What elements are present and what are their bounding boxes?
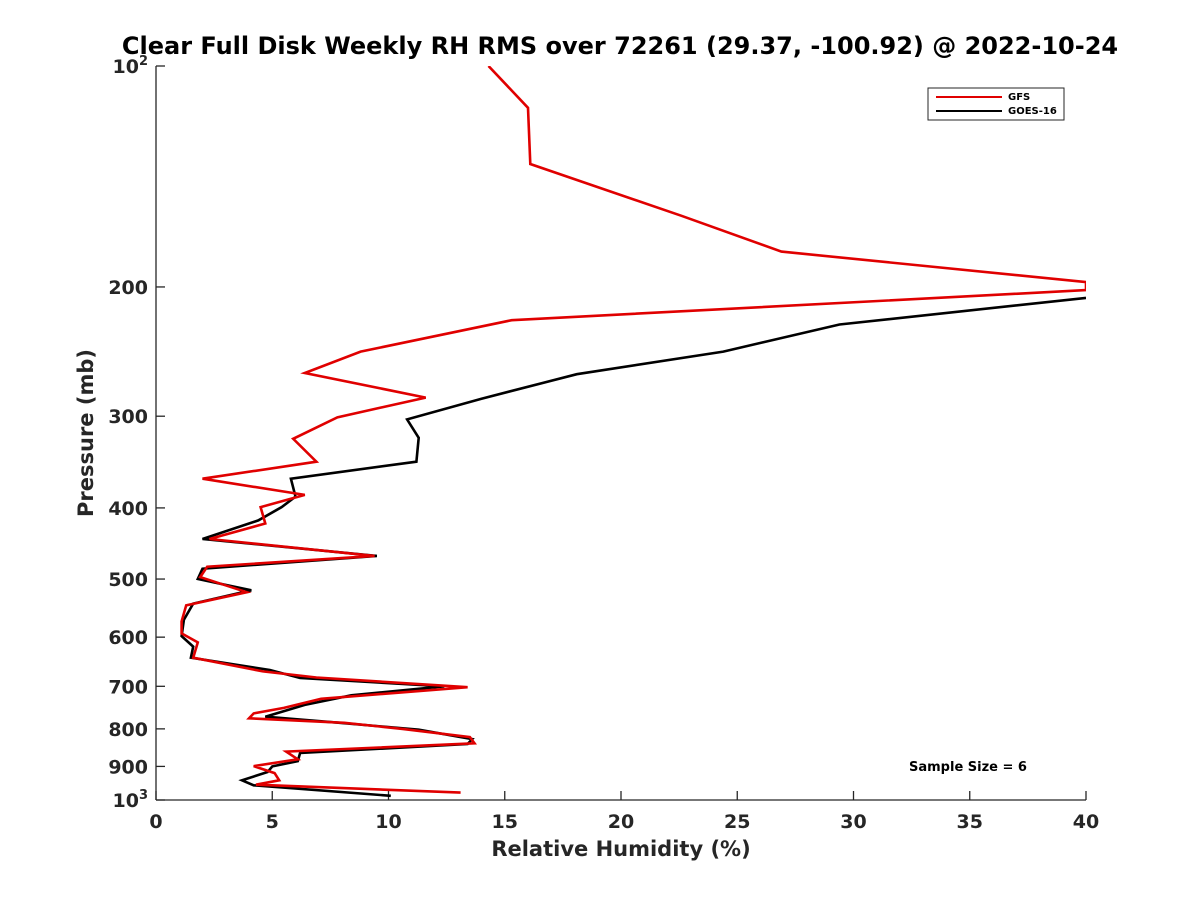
y-tick-label: 103: [113, 788, 149, 812]
x-tick-label: 40: [1073, 811, 1099, 833]
series-line-goes-16: [180, 296, 1086, 798]
legend-label-gfs: GFS: [1008, 92, 1030, 103]
y-axis-label: Pressure (mb): [74, 349, 98, 517]
x-tick-label: 30: [840, 811, 866, 833]
y-tick-label: 800: [108, 719, 148, 741]
y-axis-ticks: 102 200 300 400 500 600 700 800 900 103: [108, 54, 165, 812]
x-tick-label: 0: [149, 811, 162, 833]
y-tick-label: 500: [108, 569, 148, 591]
sample-size-annotation: Sample Size = 6: [909, 760, 1027, 775]
x-axis-label: Relative Humidity (%): [491, 837, 750, 861]
series-layer: [180, 66, 1086, 798]
chart-title: Clear Full Disk Weekly RH RMS over 72261…: [122, 32, 1118, 60]
x-tick-label: 25: [724, 811, 750, 833]
y-tick-label: 400: [108, 498, 148, 520]
y-tick-label: 700: [108, 676, 148, 698]
y-tick-label: 600: [108, 627, 148, 649]
y-axis: 102 200 300 400 500 600 700 800 900 103 Pressure …: [74, 54, 165, 812]
x-tick-label: 35: [957, 811, 983, 833]
y-tick-label: 102: [113, 54, 149, 78]
x-axis: 0 5 10 15 20 25 30 35 40 Relative Humidity (%): [149, 791, 1099, 861]
x-tick-label: 5: [266, 811, 279, 833]
y-tick-label: 300: [108, 406, 148, 428]
y-tick-label: 900: [108, 756, 148, 778]
x-tick-label: 10: [375, 811, 401, 833]
legend-label-goes16: GOES-16: [1008, 106, 1057, 117]
legend: GFS GOES-16: [927, 87, 1065, 121]
x-axis-ticks: 0 5 10 15 20 25 30 35 40: [149, 791, 1099, 833]
x-tick-label: 20: [608, 811, 634, 833]
legend-box: [927, 87, 1065, 121]
x-tick-label: 15: [492, 811, 518, 833]
series-line-gfs: [180, 66, 1086, 794]
y-tick-label: 200: [108, 277, 148, 299]
